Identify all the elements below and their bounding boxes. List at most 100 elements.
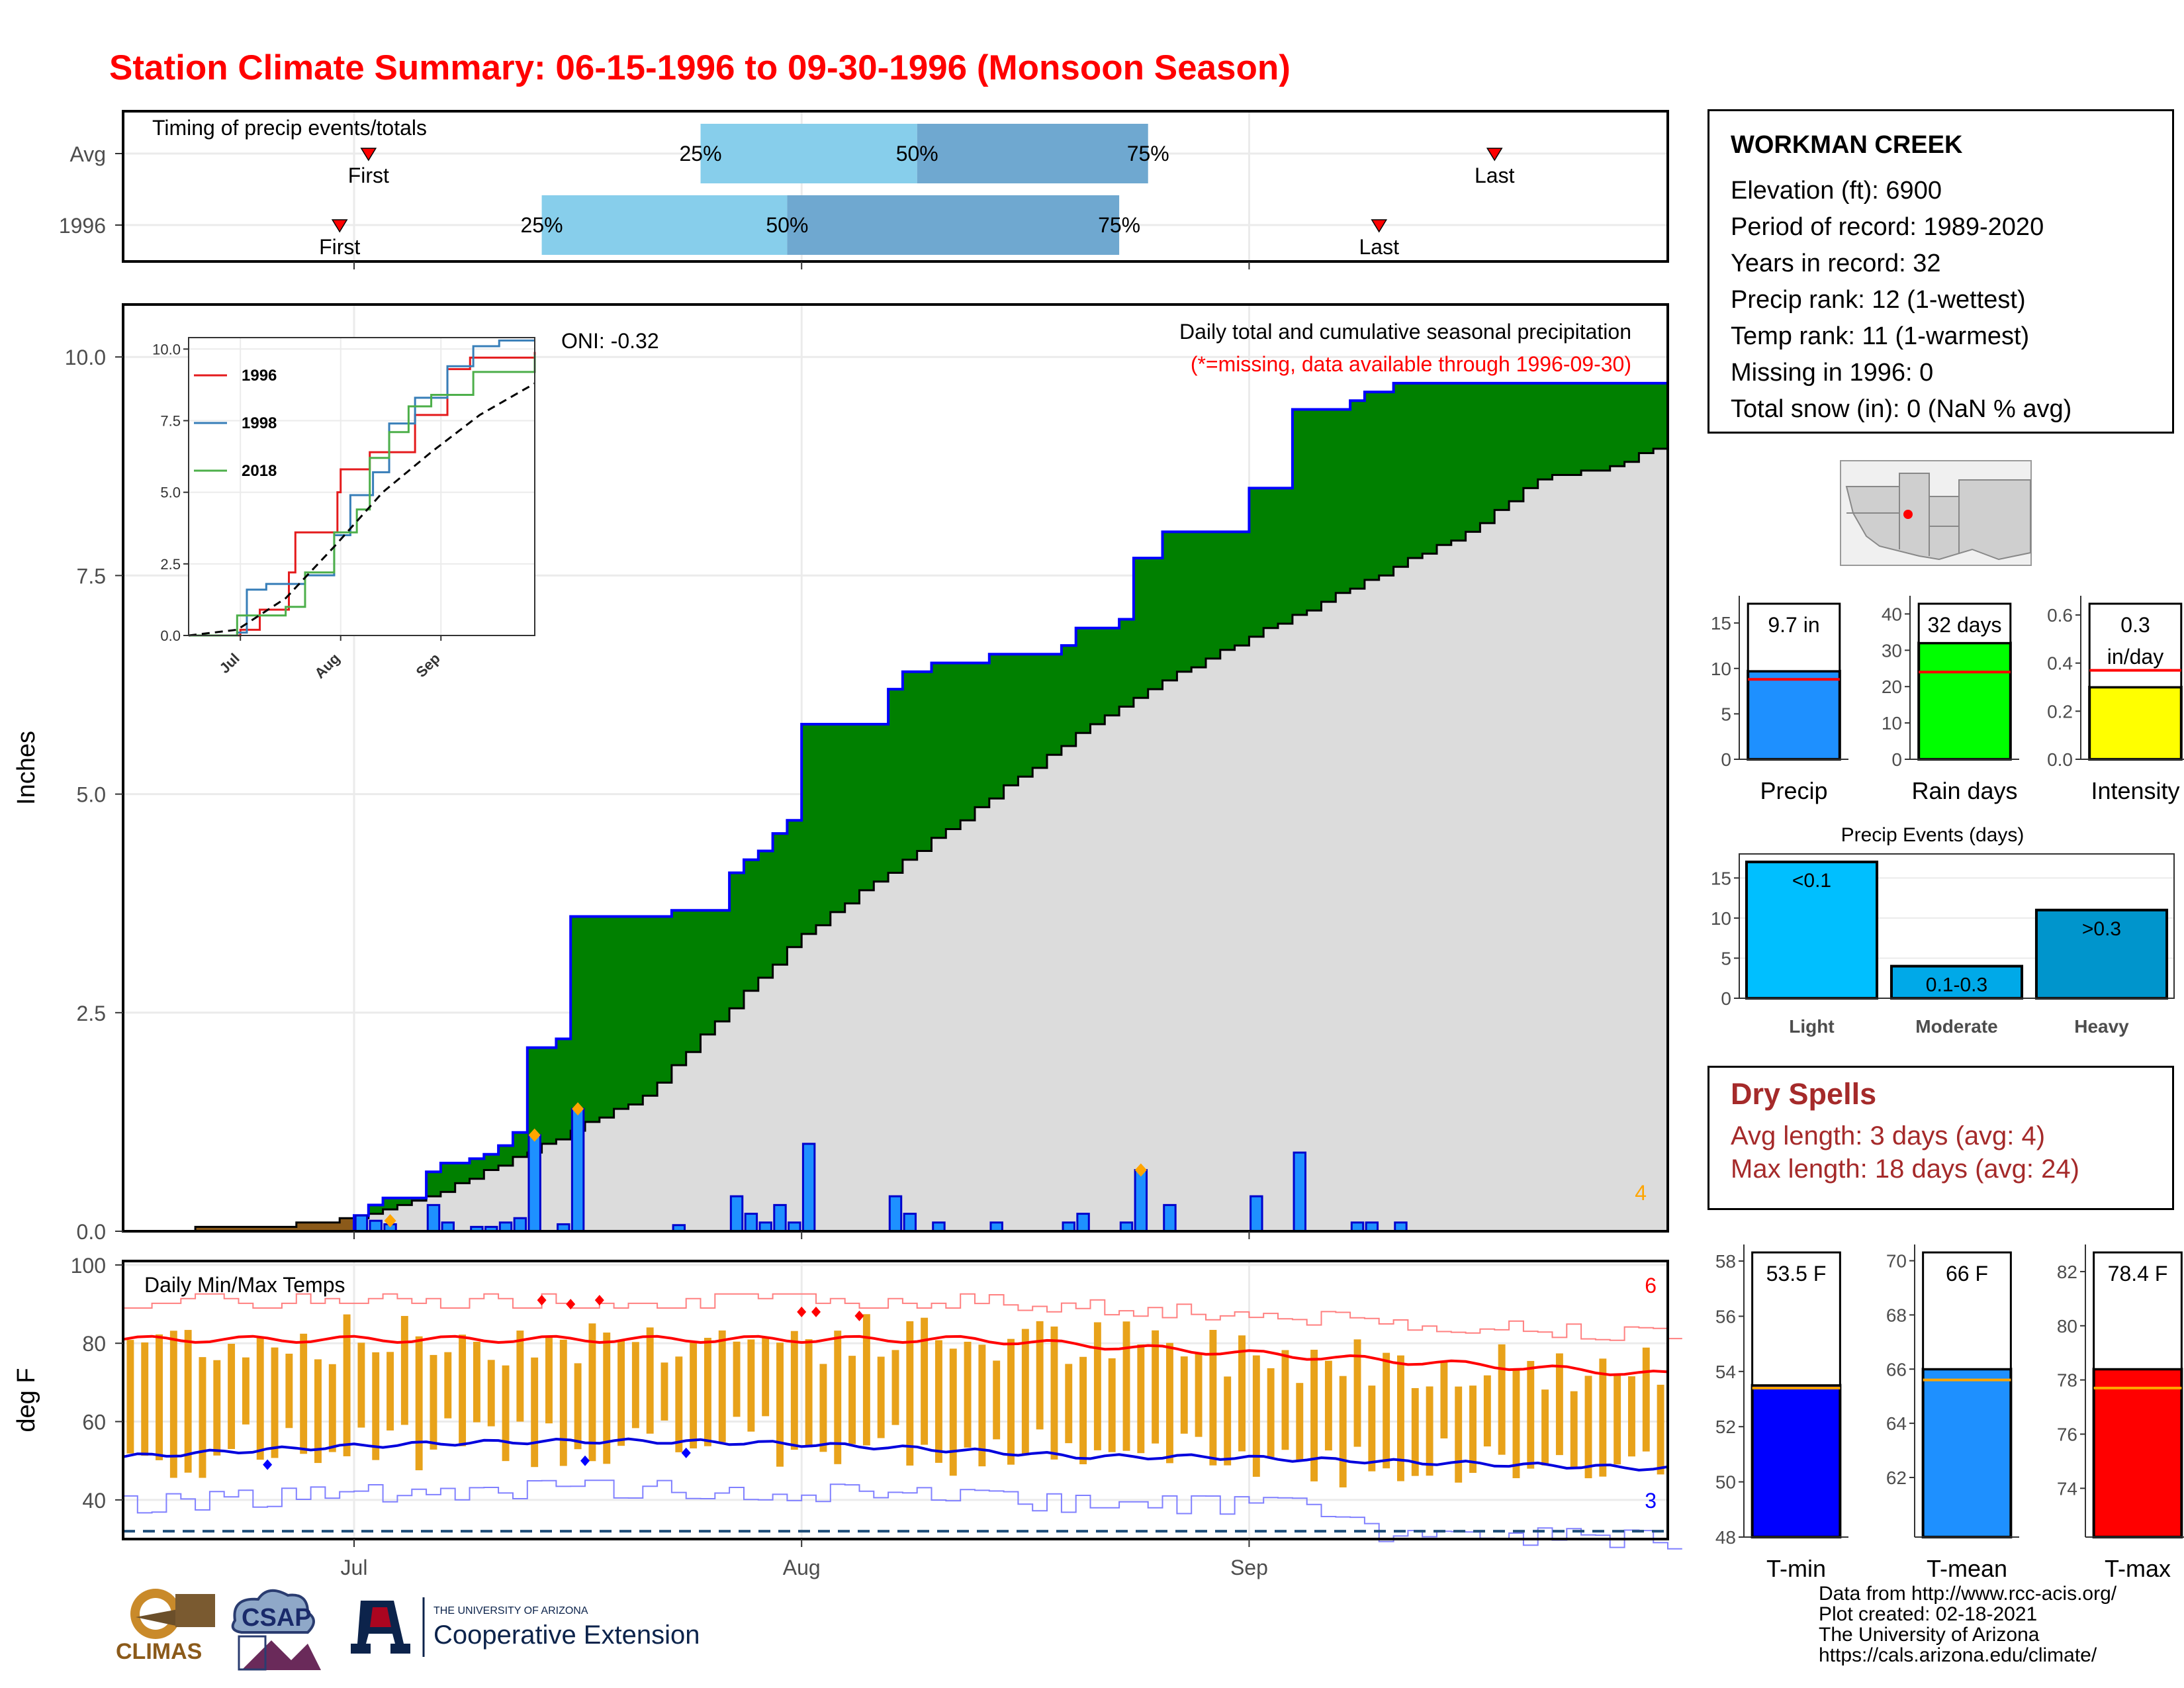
daily-temp-bar [1599,1358,1607,1477]
ua-small-text: THE UNIVERSITY OF ARIZONA [433,1605,588,1617]
daily-temp-bar [805,1339,813,1448]
station-precip-rank: Precip rank: 12 (1-wettest) [1731,286,2026,314]
daily-temp-bar [1065,1364,1073,1444]
events-ytick-label: 0 [1721,988,1731,1009]
oni-label: ONI: -0.32 [561,329,659,353]
daily-temp-bar [415,1336,423,1471]
daily-precip-bar [801,1143,816,1233]
daily-temp-bar [733,1341,741,1417]
timing-last-label: Last [1475,164,1515,187]
events-bar-label: <0.1 [1792,870,1831,892]
daily-temp-bar [921,1317,929,1445]
precip-ytick-label: 0.0 [77,1220,106,1244]
precip-summary-chart: 9.7 in 0 5 10 15 Precip 32 days 0 10 20 30 40 Rain d… [1711,596,2184,804]
dry-spells-box: Dry Spells Avg length: 3 days (avg: 4) M… [1707,1066,2174,1210]
daily-temp-bar [964,1341,972,1448]
daily-precip-bar [1163,1203,1177,1233]
timing-last-label: Last [1359,235,1399,259]
timing-q75-label: 75% [1098,213,1140,237]
station-snow: Total snow (in): 0 (NaN % avg) [1731,395,2072,423]
timing-title: Timing of precip events/totals [152,116,427,140]
events-category-label: Heavy [2074,1016,2129,1037]
record-low-marker [580,1455,590,1466]
daily-temp-bar [256,1336,264,1460]
summary-ytick-label: 48 [1715,1527,1736,1548]
daily-temp-bar [993,1360,1001,1440]
station-elevation: Elevation (ft): 6900 [1731,177,1942,205]
inset-legend-label: 2018 [242,462,277,480]
ua-logo: THE UNIVERSITY OF ARIZONA Cooperative Ex… [351,1597,700,1657]
summary-bar-label-box [2088,602,2183,688]
daily-precip-bar [1076,1213,1090,1233]
daily-temp-bar [603,1333,611,1464]
station-missing: Missing in 1996: 0 [1731,359,1934,387]
daily-temp-bar [675,1356,683,1452]
daily-temp-bar [819,1364,827,1452]
inset-series-line [189,339,535,637]
inset-legend-label: 1998 [242,414,277,432]
credit-line-1: Data from http://www.rcc-acis.org/ [1819,1583,2117,1605]
daily-temp-bar [1324,1360,1332,1451]
events-bar-label: 0.1-0.3 [1926,974,1987,996]
daily-temp-bar [228,1343,236,1449]
station-marker [1903,510,1913,519]
inset-legend-label: 1996 [242,367,277,385]
csap-text: CSAP [242,1604,312,1632]
summary-bar [1921,1368,2013,1538]
station-years: Years in record: 32 [1731,250,1941,277]
summary-bar-unit: in/day [2107,645,2163,669]
summary-ytick-label: 0.0 [2047,749,2073,770]
inset-xtick-label: Jul [216,650,243,677]
record-high-marker [537,1295,547,1306]
temp-ytick-label: 60 [82,1411,106,1434]
inset-xtick-label: Sep [413,650,443,680]
events-bar [2034,908,2169,1000]
daily-temp-bar [1642,1347,1650,1452]
daily-temp-bar [1165,1342,1173,1464]
daily-temp-bar [1224,1376,1232,1466]
csap-logo: CSAP [231,1589,321,1671]
summary-bar [2092,1368,2183,1538]
daily-precip-bar [773,1203,787,1233]
temp-ylabel: deg F [13,1368,40,1432]
dry-spells-avg: Avg length: 3 days (avg: 4) [1731,1121,2046,1150]
daily-temp-bar [156,1334,163,1460]
daily-temp-bar [617,1340,625,1446]
daily-temp-bar [213,1360,221,1456]
timing-last-marker [1371,219,1388,233]
summary-ytick-label: 78 [2057,1370,2077,1391]
timing-q25-label: 25% [679,142,721,165]
summary-bar-value: 66 F [1946,1262,1988,1286]
daily-temp-bar [978,1344,986,1467]
summary-ytick-label: 10 [1711,659,1731,679]
summary-ytick-label: 62 [1886,1468,1907,1488]
summary-bar-value: 53.5 F [1766,1262,1827,1286]
summary-ytick-label: 0 [1891,749,1902,770]
daily-temp-bar [1036,1321,1044,1430]
summary-category-label: Intensity [2091,777,2179,804]
events-bar [1889,964,2024,1000]
daily-temp-bar [1411,1387,1419,1476]
daily-temp-bar [1310,1350,1318,1481]
daily-temp-bar [400,1315,408,1425]
record-high-marker [854,1310,864,1321]
daily-temp-bar [387,1352,394,1430]
events-ytick-label: 15 [1711,868,1731,888]
credit-line-4: https://cals.arizona.edu/climate/ [1819,1644,2097,1666]
summary-ytick-label: 0 [1721,749,1731,770]
events-ytick-label: 10 [1711,908,1731,929]
daily-temp-bar [574,1363,582,1450]
summary-category-label: Rain days [1911,777,2017,804]
daily-temp-bar [1021,1329,1029,1454]
summary-ytick-label: 52 [1715,1417,1736,1437]
precip-ytick-label: 2.5 [77,1002,106,1025]
station-period: Period of record: 1989-2020 [1731,213,2044,241]
daily-temp-bar [473,1341,480,1423]
extreme-count-label: 4 [1635,1181,1647,1205]
summary-category-label: Precip [1760,777,1827,804]
ua-big-text: Cooperative Extension [433,1620,700,1650]
timing-row-label: Avg [69,142,106,166]
timing-first-label: First [319,235,360,259]
summary-ytick-label: 0.2 [2047,701,2073,722]
summary-ytick-label: 20 [1882,677,1902,697]
